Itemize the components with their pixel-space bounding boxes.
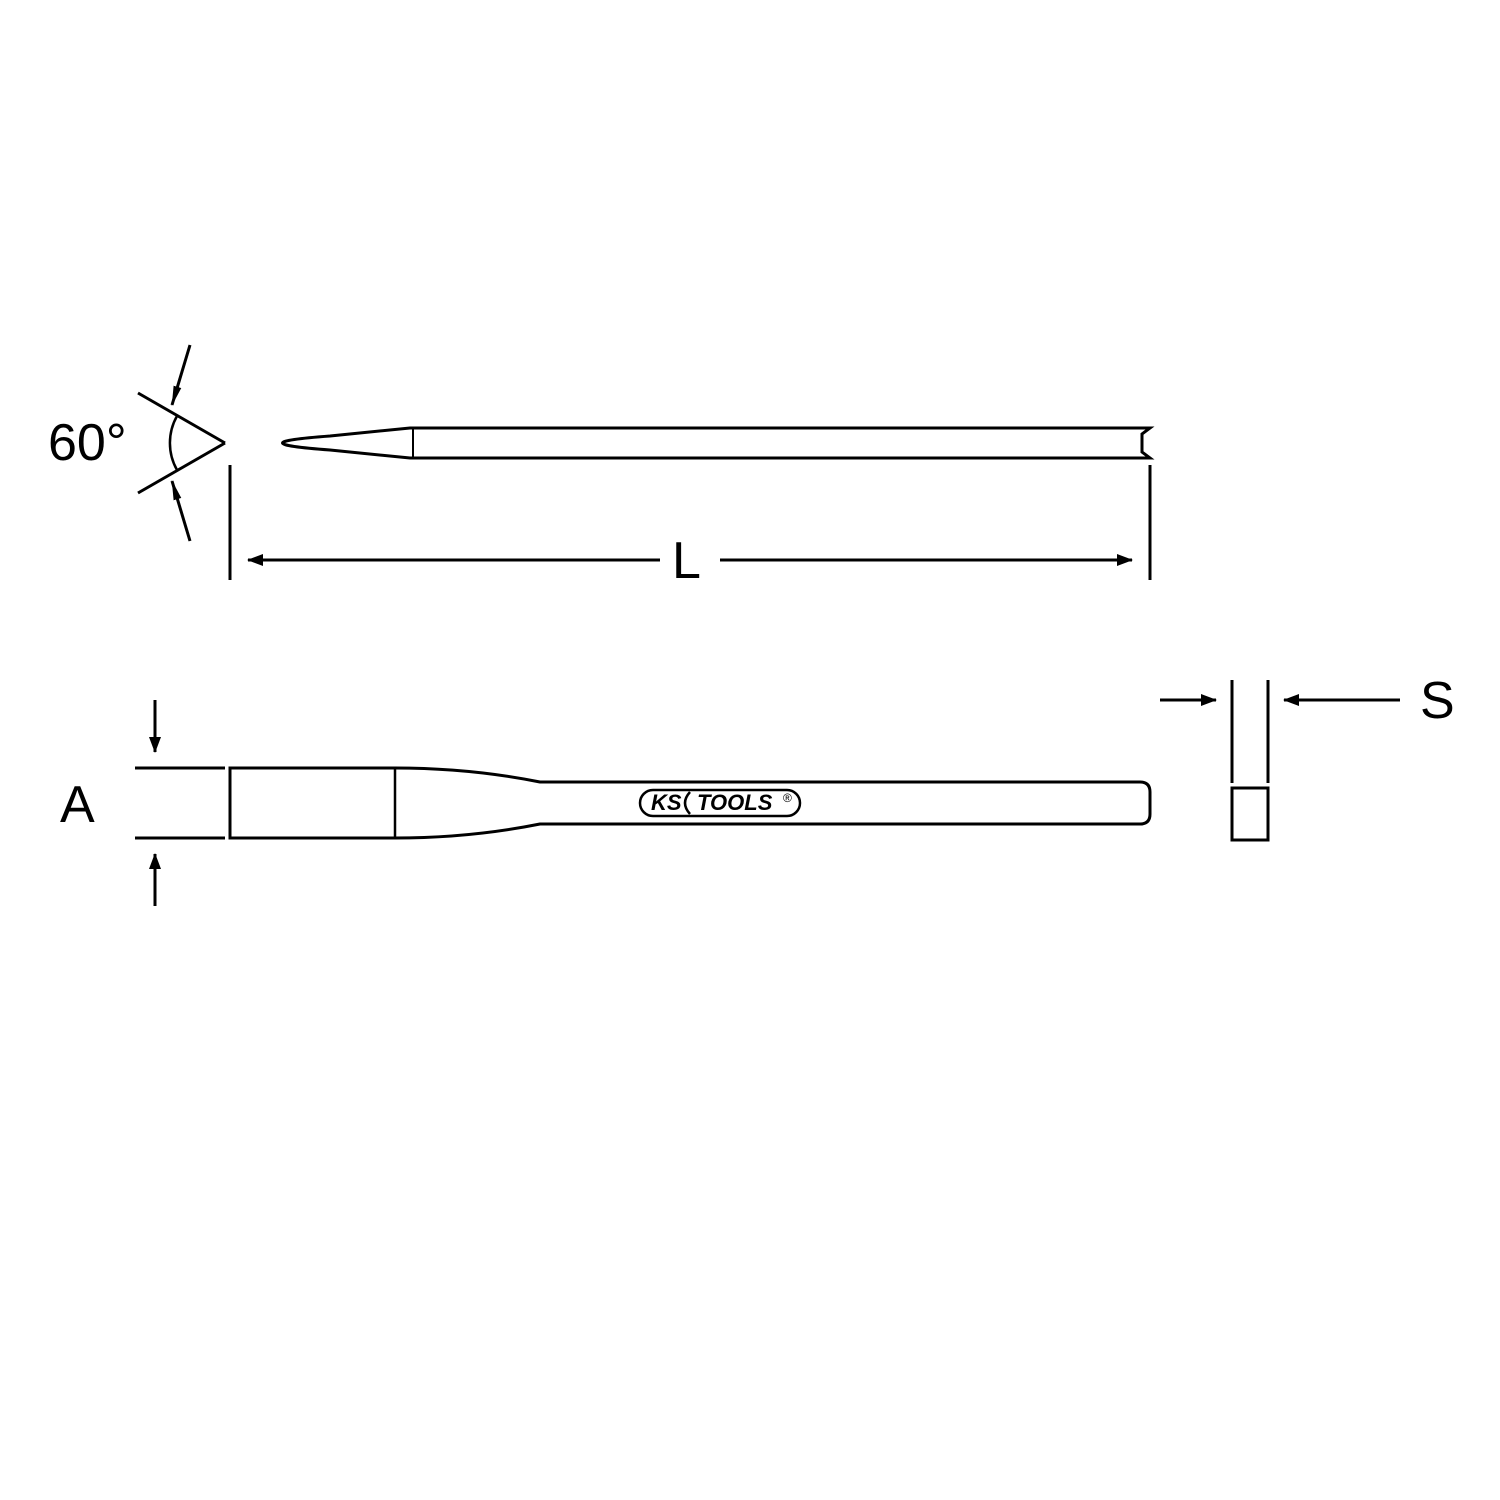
section-view [1232,788,1268,840]
side-view: KS TOOLS ® [230,768,1150,838]
dimension-L: L [230,465,1150,590]
technical-drawing: 60° L KS TOOLS ® A [0,0,1500,1500]
logo-reg: ® [783,791,792,805]
angle-indicator: 60° [48,345,225,541]
logo-left: KS [651,790,682,815]
thickness-label: S [1420,672,1455,730]
angle-label: 60° [48,414,127,472]
dimension-S: S [1160,672,1455,783]
brand-logo: KS TOOLS ® [640,790,800,816]
length-label: L [672,532,701,590]
dimension-A: A [60,700,225,906]
height-label: A [60,776,95,834]
top-view [283,428,1151,458]
logo-right: TOOLS [697,790,773,815]
